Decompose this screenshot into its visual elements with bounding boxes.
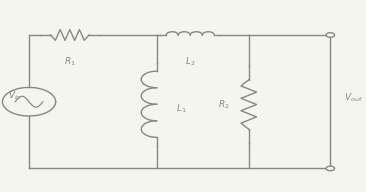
- Text: $V_{in}$: $V_{in}$: [8, 90, 21, 102]
- Text: $V_{out}$: $V_{out}$: [344, 92, 363, 104]
- Text: $L_2$: $L_2$: [185, 56, 195, 69]
- Text: $R_2$: $R_2$: [218, 98, 229, 111]
- Circle shape: [326, 166, 335, 171]
- Text: $R_1$: $R_1$: [64, 56, 76, 69]
- Text: $L_1$: $L_1$: [176, 102, 187, 115]
- Circle shape: [326, 33, 335, 37]
